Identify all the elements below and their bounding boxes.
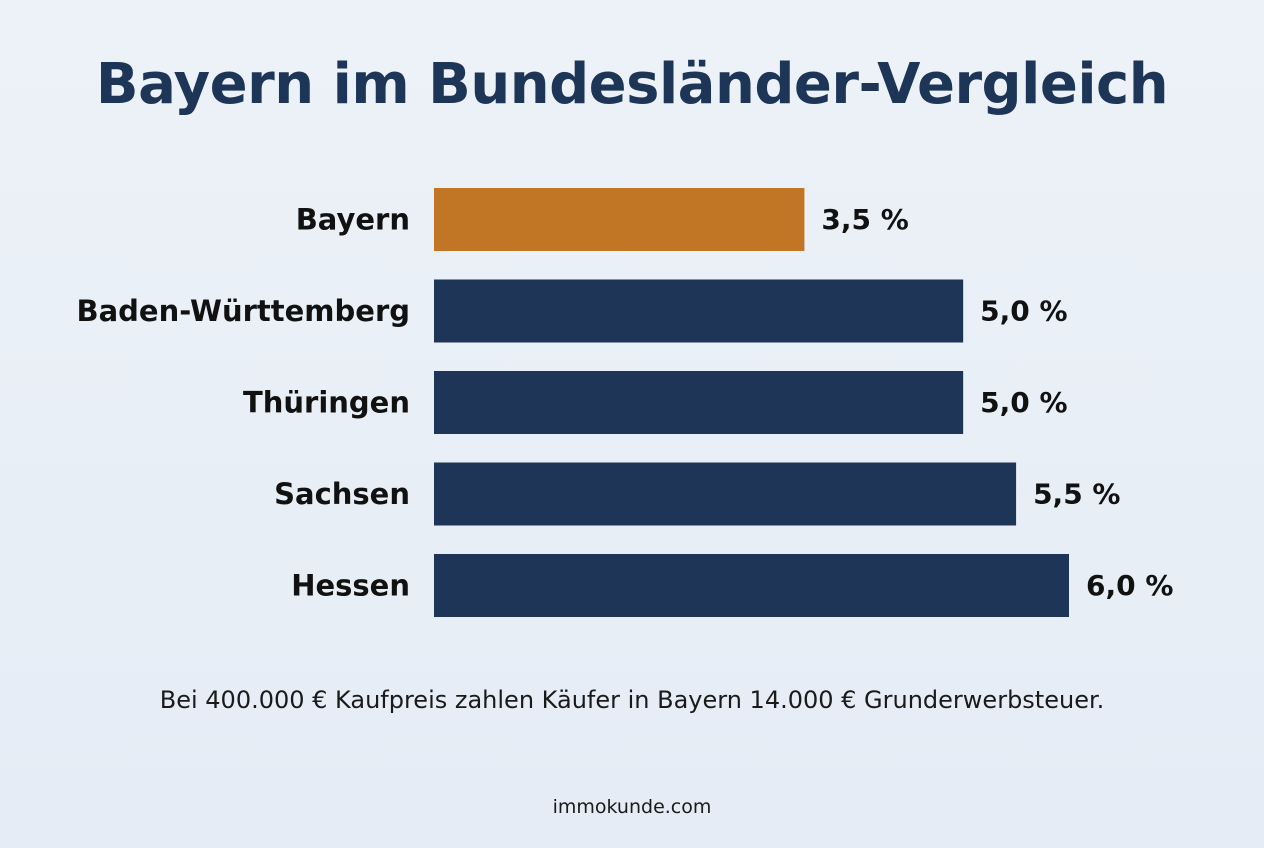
bar-baden-württemberg	[434, 279, 964, 343]
value-label-bayern: 3,5 %	[821, 203, 908, 236]
value-label-hessen: 6,0 %	[1086, 569, 1173, 602]
value-label-sachsen: 5,5 %	[1033, 478, 1120, 511]
footnote: Bei 400.000 € Kaufpreis zahlen Käufer in…	[159, 686, 1105, 714]
bar-thüringen	[434, 371, 964, 434]
category-label-thüringen: Thüringen	[243, 386, 410, 420]
value-label-thüringen: 5,0 %	[980, 386, 1067, 419]
bar-hessen	[434, 554, 1069, 617]
source-label: immokunde.com	[552, 796, 712, 818]
value-label-baden-württemberg: 5,0 %	[980, 295, 1067, 328]
category-label-bayern: Bayern	[296, 203, 410, 237]
chart-title: Bayern im Bundesländer-Vergleich	[95, 52, 1169, 117]
category-label-hessen: Hessen	[291, 569, 410, 603]
bar-bayern	[434, 188, 805, 251]
category-label-baden-württemberg: Baden-Württemberg	[76, 294, 410, 328]
category-label-sachsen: Sachsen	[274, 477, 410, 511]
bar-sachsen	[434, 462, 1017, 526]
